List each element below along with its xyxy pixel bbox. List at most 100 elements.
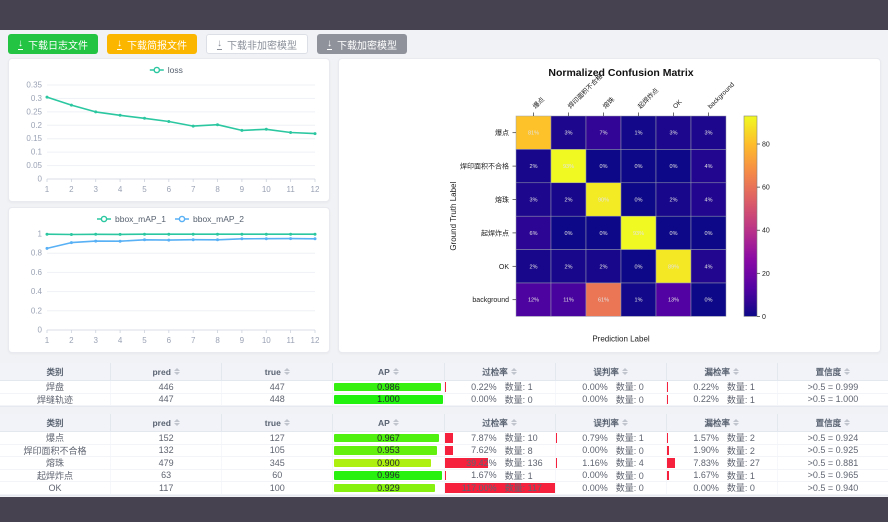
column-header-误判率[interactable]: 误判率 xyxy=(556,363,667,380)
sort-caret-icon[interactable] xyxy=(392,368,399,375)
button-label: 下载加密模型 xyxy=(337,40,397,52)
column-header-过检率[interactable]: 过检率 xyxy=(445,363,556,380)
download-plain-model-button[interactable]: ↓ 下载非加密模型 xyxy=(206,34,308,54)
matrix-cell xyxy=(690,182,727,217)
svg-text:6: 6 xyxy=(167,336,172,345)
svg-text:1: 1 xyxy=(45,336,50,345)
matrix-row-label: 焊印面积不合格 xyxy=(460,162,509,171)
download-report-button[interactable]: ↓ 下载简报文件 xyxy=(107,34,197,54)
svg-text:5: 5 xyxy=(142,336,147,345)
cell-confidence: >0.5 = 0.999 xyxy=(807,381,859,392)
column-header-label: 类别 xyxy=(46,417,64,428)
sort-caret-icon[interactable] xyxy=(844,419,851,426)
table-row: 爆点 152 127 0.967 7.87% 数量: 10 0.79% 数量: 1 1.57% 数… xyxy=(0,432,888,445)
rate-percent: 1.67% xyxy=(471,470,497,481)
rate-percent: 0.00% xyxy=(582,445,608,456)
button-label: 下载非加密模型 xyxy=(227,40,297,52)
column-header-漏检率[interactable]: 漏检率 xyxy=(667,363,778,380)
sort-caret-icon[interactable] xyxy=(733,419,740,426)
column-header-漏检率[interactable]: 漏检率 xyxy=(667,414,778,431)
cell-true: 60 xyxy=(222,469,334,481)
svg-text:0%: 0% xyxy=(600,164,608,170)
svg-text:0%: 0% xyxy=(565,231,573,237)
rate-count: 数量: 1 xyxy=(726,382,755,393)
svg-text:0%: 0% xyxy=(635,164,643,170)
download-log-button[interactable]: ↓ 下载日志文件 xyxy=(8,34,98,54)
legend-item[interactable]: bbox_mAP_1 xyxy=(97,214,166,224)
legend-item[interactable]: bbox_mAP_2 xyxy=(175,214,244,224)
column-header-AP[interactable]: AP xyxy=(333,414,445,431)
column-header-置信度[interactable]: 置信度 xyxy=(778,414,888,431)
svg-text:8: 8 xyxy=(215,336,220,345)
cell-true: 448 xyxy=(222,393,334,405)
matrix-col-label: 起焊炸点 xyxy=(636,85,661,110)
svg-text:2%: 2% xyxy=(600,264,608,270)
matrix-row-label: 起焊炸点 xyxy=(481,228,509,237)
table-row: 起焊炸点 63 60 0.996 1.67% 数量: 1 0.00% 数量: 0 1.67% 数量… xyxy=(0,469,888,482)
column-header-置信度[interactable]: 置信度 xyxy=(778,363,888,380)
column-header-label: AP xyxy=(378,417,390,428)
matrix-cell xyxy=(550,182,587,217)
ap-value: 0.967 xyxy=(377,432,400,443)
sort-caret-icon[interactable] xyxy=(283,419,290,426)
cell-class: OK xyxy=(0,482,112,494)
matrix-cell xyxy=(585,282,622,317)
rate-percent: 7.62% xyxy=(471,445,497,456)
cell-over-rate: 1.67% 数量: 1 xyxy=(444,469,556,481)
column-header-label: true xyxy=(264,417,281,428)
download-encrypted-model-button[interactable]: ↓ 下载加密模型 xyxy=(317,34,407,54)
sort-caret-icon[interactable] xyxy=(621,368,628,375)
column-header-true[interactable]: true xyxy=(222,363,334,380)
sort-caret-icon[interactable] xyxy=(173,419,180,426)
sort-caret-icon[interactable] xyxy=(283,368,290,375)
sort-caret-icon[interactable] xyxy=(510,368,517,375)
rate-percent: 0.22% xyxy=(693,381,719,392)
column-header-label: pred xyxy=(152,366,171,377)
matrix-col-label: 爆点 xyxy=(531,95,547,111)
svg-text:12: 12 xyxy=(311,185,320,194)
rate-percent: 117.00% xyxy=(461,482,497,493)
rate-percent: 1.90% xyxy=(693,445,719,456)
cell-misjudge-rate: 0.00% 数量: 0 xyxy=(556,444,667,456)
column-header-pred[interactable]: pred xyxy=(111,363,223,380)
sort-caret-icon[interactable] xyxy=(510,419,517,426)
cell-over-rate: 0.00% 数量: 0 xyxy=(445,393,556,405)
sort-caret-icon[interactable] xyxy=(621,419,628,426)
ap-value: 0.996 xyxy=(377,470,400,481)
matrix-cell xyxy=(620,215,657,250)
column-header-AP[interactable]: AP xyxy=(333,363,445,380)
column-header-过检率[interactable]: 过检率 xyxy=(445,414,556,431)
legend-item[interactable]: loss xyxy=(149,65,183,75)
matrix-cell xyxy=(585,249,622,284)
cell-ap: 0.986 xyxy=(333,381,445,393)
sort-caret-icon[interactable] xyxy=(733,368,740,375)
column-header-pred[interactable]: pred xyxy=(111,414,223,431)
svg-text:3: 3 xyxy=(94,336,99,345)
column-header-误判率[interactable]: 误判率 xyxy=(556,414,667,431)
matrix-cell xyxy=(655,115,692,150)
rate-count: 数量: 0 xyxy=(504,394,533,405)
rate-count: 数量: 136 xyxy=(504,458,543,469)
svg-text:9: 9 xyxy=(240,336,245,345)
column-header-类别: 类别 xyxy=(0,363,112,380)
sort-caret-icon[interactable] xyxy=(173,368,180,375)
svg-text:loss: loss xyxy=(168,65,183,75)
table-header-row: 类别 pred true AP 过检率 误判率 漏检率 置信度 xyxy=(0,363,888,381)
table-row: 熔珠 479 345 0.900 39.42% 数量: 136 1.16% 数量: 4 7.83… xyxy=(0,457,888,470)
table-row: 焊印面积不合格 132 105 0.953 7.62% 数量: 8 0.00% 数量: 0 1.… xyxy=(0,444,888,457)
column-header-label: 类别 xyxy=(46,366,64,377)
rate-count: 数量: 8 xyxy=(504,445,533,456)
cell-misjudge-rate: 0.00% 数量: 0 xyxy=(556,469,667,481)
svg-text:11%: 11% xyxy=(563,298,574,304)
cell-class: 起焊炸点 xyxy=(0,469,112,481)
svg-text:0.25: 0.25 xyxy=(26,107,42,116)
sort-caret-icon[interactable] xyxy=(844,368,851,375)
matrix-cell xyxy=(655,282,692,317)
sort-caret-icon[interactable] xyxy=(392,419,399,426)
column-header-true[interactable]: true xyxy=(222,414,334,431)
matrix-cell xyxy=(515,182,552,217)
rate-bar xyxy=(666,470,669,480)
svg-text:0.35: 0.35 xyxy=(26,81,42,90)
cell-miss-rate: 1.57% 数量: 2 xyxy=(666,432,778,444)
svg-text:2%: 2% xyxy=(565,264,573,270)
